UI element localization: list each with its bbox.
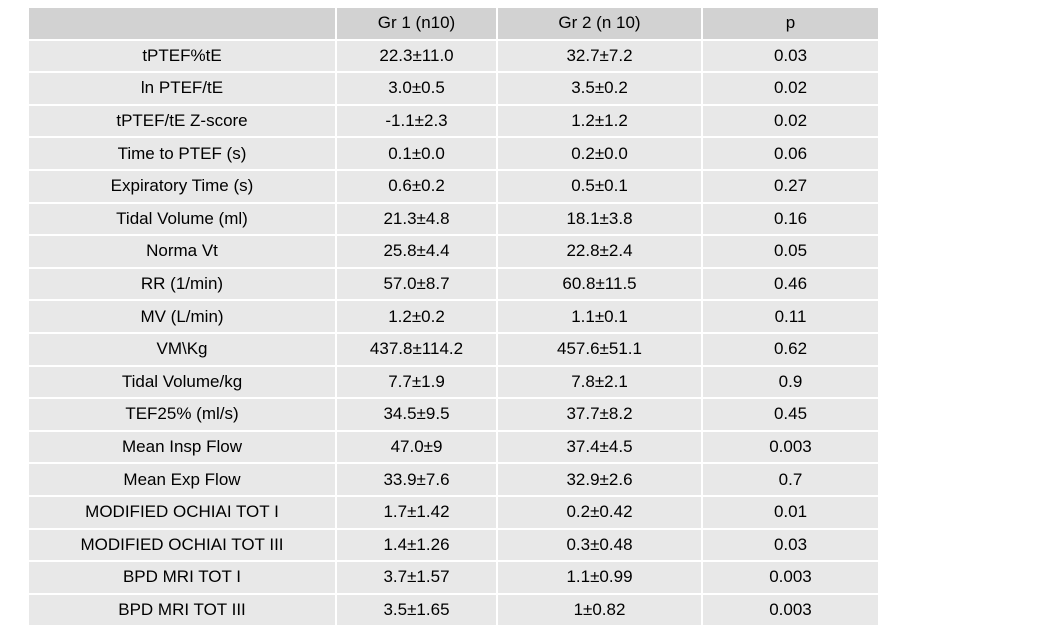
cell-group-2: 0.5±0.1 bbox=[497, 169, 703, 204]
cell-p-value: 0.01 bbox=[702, 495, 878, 530]
results-table-container: Gr 1 (n10) Gr 2 (n 10) p tPTEF%tE 22.3±11… bbox=[29, 8, 878, 627]
cell-p-value: 0.003 bbox=[702, 561, 878, 595]
cell-parameter: BPD MRI TOT I bbox=[29, 561, 337, 595]
header-cell-group-1: Gr 1 (n10) bbox=[336, 8, 498, 41]
cell-p-value: 0.16 bbox=[702, 202, 878, 237]
table-row: MODIFIED OCHIAI TOT III 1.4±1.26 0.3±0.48 0… bbox=[29, 528, 878, 563]
cell-group-2: 32.7±7.2 bbox=[497, 39, 703, 74]
cell-group-1: 25.8±4.4 bbox=[336, 235, 498, 269]
table-row: tPTEF/tE Z-score -1.1±2.3 1.2±1.2 0.02 bbox=[29, 104, 878, 139]
cell-group-2: 37.4±4.5 bbox=[497, 430, 703, 465]
cell-group-1: 0.6±0.2 bbox=[336, 169, 498, 204]
table-row: tPTEF%tE 22.3±11.0 32.7±7.2 0.03 bbox=[29, 39, 878, 74]
cell-group-2: 60.8±11.5 bbox=[497, 267, 703, 302]
cell-parameter: MODIFIED OCHIAI TOT III bbox=[29, 528, 337, 563]
table-row: Time to PTEF (s) 0.1±0.0 0.2±0.0 0.06 bbox=[29, 137, 878, 171]
table-row: Tidal Volume/kg 7.7±1.9 7.8±2.1 0.9 bbox=[29, 365, 878, 400]
cell-group-1: 437.8±114.2 bbox=[336, 332, 498, 367]
table-row: TEF25% (ml/s) 34.5±9.5 37.7±8.2 0.45 bbox=[29, 398, 878, 432]
cell-parameter: tPTEF%tE bbox=[29, 39, 337, 74]
cell-group-1: 57.0±8.7 bbox=[336, 267, 498, 302]
cell-group-1: 21.3±4.8 bbox=[336, 202, 498, 237]
cell-group-2: 22.8±2.4 bbox=[497, 235, 703, 269]
cell-parameter: Tidal Volume/kg bbox=[29, 365, 337, 400]
cell-parameter: MV (L/min) bbox=[29, 300, 337, 334]
cell-group-2: 3.5±0.2 bbox=[497, 72, 703, 106]
cell-p-value: 0.62 bbox=[702, 332, 878, 367]
cell-group-1: -1.1±2.3 bbox=[336, 104, 498, 139]
cell-group-2: 1.1±0.99 bbox=[497, 561, 703, 595]
cell-parameter: MODIFIED OCHIAI TOT I bbox=[29, 495, 337, 530]
cell-parameter: Mean Insp Flow bbox=[29, 430, 337, 465]
results-table: Gr 1 (n10) Gr 2 (n 10) p tPTEF%tE 22.3±11… bbox=[29, 8, 878, 627]
cell-p-value: 0.02 bbox=[702, 104, 878, 139]
cell-p-value: 0.45 bbox=[702, 398, 878, 432]
cell-group-2: 0.2±0.0 bbox=[497, 137, 703, 171]
cell-group-2: 37.7±8.2 bbox=[497, 398, 703, 432]
cell-group-1: 34.5±9.5 bbox=[336, 398, 498, 432]
cell-parameter: ln PTEF/tE bbox=[29, 72, 337, 106]
table-row: Mean Exp Flow 33.9±7.6 32.9±2.6 0.7 bbox=[29, 463, 878, 497]
cell-p-value: 0.06 bbox=[702, 137, 878, 171]
cell-p-value: 0.27 bbox=[702, 169, 878, 204]
table-row: ln PTEF/tE 3.0±0.5 3.5±0.2 0.02 bbox=[29, 72, 878, 106]
table-row: VM\Kg 437.8±114.2 457.6±51.1 0.62 bbox=[29, 332, 878, 367]
cell-group-1: 1.4±1.26 bbox=[336, 528, 498, 563]
table-row: MV (L/min) 1.2±0.2 1.1±0.1 0.11 bbox=[29, 300, 878, 334]
cell-group-2: 0.3±0.48 bbox=[497, 528, 703, 563]
cell-p-value: 0.003 bbox=[702, 593, 878, 627]
table-row: Expiratory Time (s) 0.6±0.2 0.5±0.1 0.27 bbox=[29, 169, 878, 204]
header-cell-p-value: p bbox=[702, 8, 878, 41]
cell-group-1: 47.0±9 bbox=[336, 430, 498, 465]
cell-group-2: 1±0.82 bbox=[497, 593, 703, 627]
cell-group-2: 1.2±1.2 bbox=[497, 104, 703, 139]
cell-group-1: 33.9±7.6 bbox=[336, 463, 498, 497]
table-row: RR (1/min) 57.0±8.7 60.8±11.5 0.46 bbox=[29, 267, 878, 302]
cell-group-1: 3.5±1.65 bbox=[336, 593, 498, 627]
cell-parameter: BPD MRI TOT III bbox=[29, 593, 337, 627]
cell-group-1: 7.7±1.9 bbox=[336, 365, 498, 400]
table-row: Tidal Volume (ml) 21.3±4.8 18.1±3.8 0.16 bbox=[29, 202, 878, 237]
cell-group-1: 3.7±1.57 bbox=[336, 561, 498, 595]
cell-group-2: 32.9±2.6 bbox=[497, 463, 703, 497]
cell-parameter: Time to PTEF (s) bbox=[29, 137, 337, 171]
cell-group-1: 0.1±0.0 bbox=[336, 137, 498, 171]
header-cell-parameter bbox=[29, 8, 337, 41]
cell-p-value: 0.02 bbox=[702, 72, 878, 106]
cell-group-2: 0.2±0.42 bbox=[497, 495, 703, 530]
cell-group-2: 1.1±0.1 bbox=[497, 300, 703, 334]
cell-p-value: 0.7 bbox=[702, 463, 878, 497]
cell-parameter: tPTEF/tE Z-score bbox=[29, 104, 337, 139]
cell-group-1: 1.7±1.42 bbox=[336, 495, 498, 530]
cell-p-value: 0.003 bbox=[702, 430, 878, 465]
cell-parameter: Norma Vt bbox=[29, 235, 337, 269]
cell-p-value: 0.03 bbox=[702, 528, 878, 563]
cell-p-value: 0.05 bbox=[702, 235, 878, 269]
cell-group-1: 22.3±11.0 bbox=[336, 39, 498, 74]
cell-group-2: 457.6±51.1 bbox=[497, 332, 703, 367]
table-row: BPD MRI TOT III 3.5±1.65 1±0.82 0.003 bbox=[29, 593, 878, 627]
cell-p-value: 0.11 bbox=[702, 300, 878, 334]
header-row: Gr 1 (n10) Gr 2 (n 10) p bbox=[29, 8, 878, 41]
table-row: Norma Vt 25.8±4.4 22.8±2.4 0.05 bbox=[29, 235, 878, 269]
cell-parameter: Tidal Volume (ml) bbox=[29, 202, 337, 237]
cell-parameter: TEF25% (ml/s) bbox=[29, 398, 337, 432]
cell-p-value: 0.03 bbox=[702, 39, 878, 74]
cell-p-value: 0.9 bbox=[702, 365, 878, 400]
cell-parameter: RR (1/min) bbox=[29, 267, 337, 302]
table-row: MODIFIED OCHIAI TOT I 1.7±1.42 0.2±0.42 0.0… bbox=[29, 495, 878, 530]
cell-parameter: VM\Kg bbox=[29, 332, 337, 367]
header-cell-group-2: Gr 2 (n 10) bbox=[497, 8, 703, 41]
cell-parameter: Expiratory Time (s) bbox=[29, 169, 337, 204]
cell-p-value: 0.46 bbox=[702, 267, 878, 302]
table-body: tPTEF%tE 22.3±11.0 32.7±7.2 0.03 ln PTEF/tE 3… bbox=[29, 39, 878, 627]
cell-group-2: 18.1±3.8 bbox=[497, 202, 703, 237]
cell-parameter: Mean Exp Flow bbox=[29, 463, 337, 497]
cell-group-1: 3.0±0.5 bbox=[336, 72, 498, 106]
cell-group-1: 1.2±0.2 bbox=[336, 300, 498, 334]
table-row: BPD MRI TOT I 3.7±1.57 1.1±0.99 0.003 bbox=[29, 561, 878, 595]
table-row: Mean Insp Flow 47.0±9 37.4±4.5 0.003 bbox=[29, 430, 878, 465]
cell-group-2: 7.8±2.1 bbox=[497, 365, 703, 400]
